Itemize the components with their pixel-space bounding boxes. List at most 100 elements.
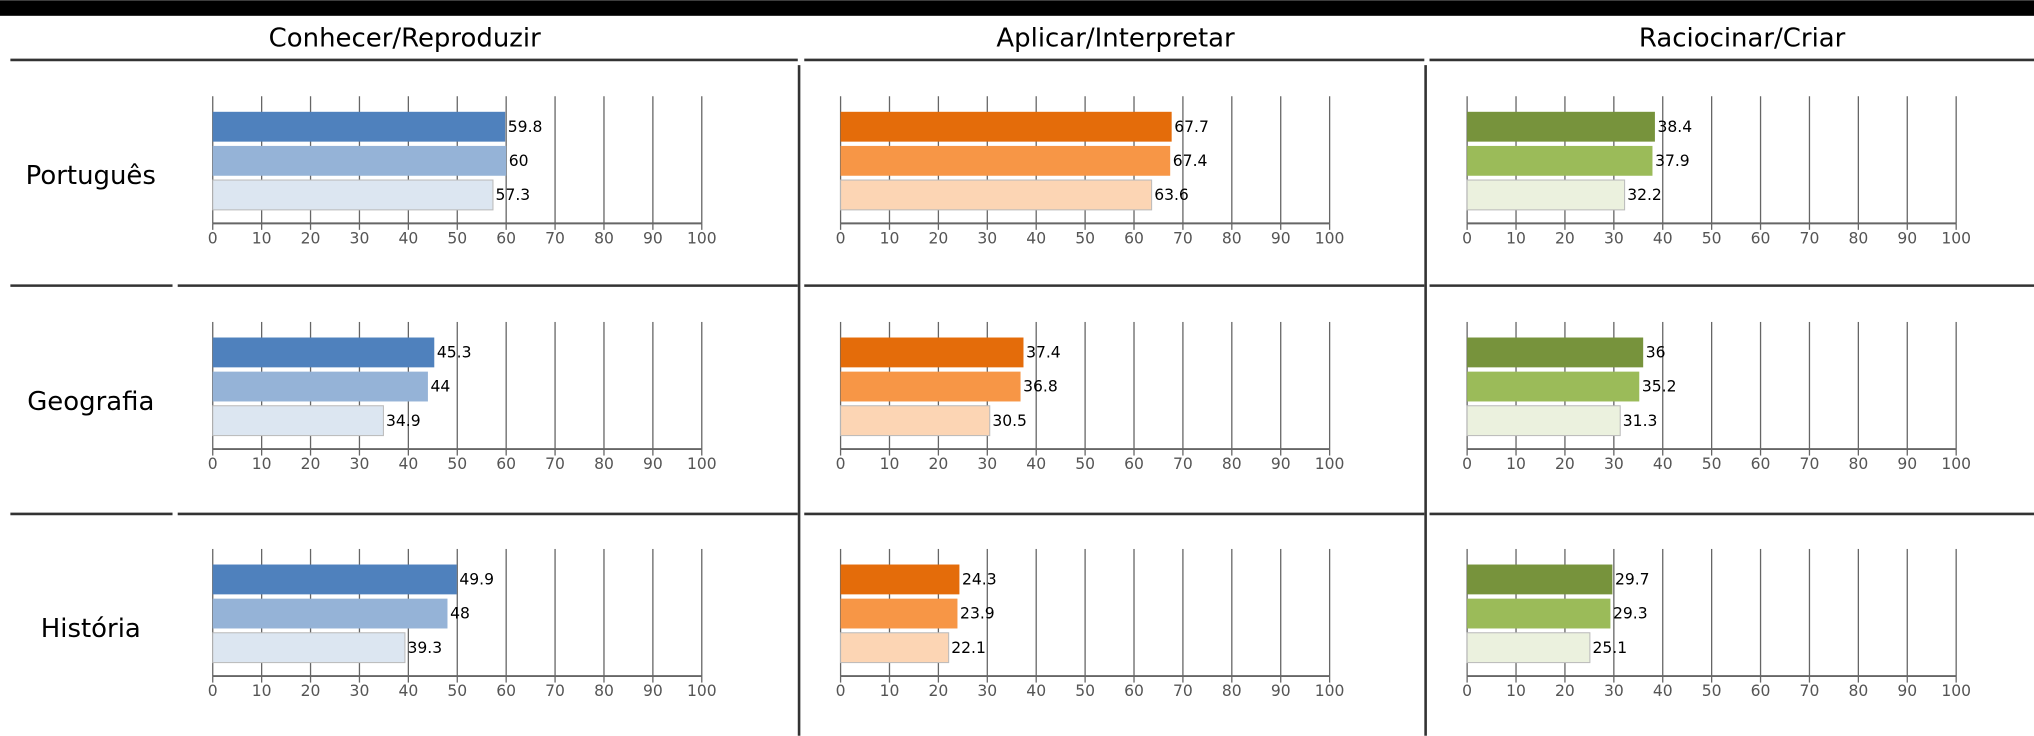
x-tick-label: 40 <box>1653 455 1673 473</box>
bar <box>1466 179 1626 211</box>
x-tick-label: 60 <box>1124 229 1144 247</box>
x-tick-label: 100 <box>1941 682 1971 700</box>
x-tick-label: 20 <box>928 682 948 700</box>
x-tick-label: 80 <box>1222 682 1242 700</box>
x-tick-label: 50 <box>447 682 467 700</box>
x-tick-label: 10 <box>1506 455 1526 473</box>
x-tick-label: 70 <box>545 455 565 473</box>
value-label: 48 <box>450 605 470 623</box>
x-tick-label: 30 <box>1604 682 1624 700</box>
x-tick-label: 100 <box>687 229 717 247</box>
value-label: 36 <box>1646 344 1666 362</box>
value-label: 34.9 <box>386 412 421 430</box>
x-tick-label: 60 <box>1124 455 1144 473</box>
x-tick-label: 50 <box>447 229 467 247</box>
x-tick-label: 90 <box>1897 455 1917 473</box>
x-tick-label: 70 <box>1800 455 1820 473</box>
x-tick-label: 70 <box>545 229 565 247</box>
x-tick-label: 70 <box>1173 229 1193 247</box>
bar <box>1467 598 1611 629</box>
x-tick-label: 60 <box>1751 682 1771 700</box>
bar <box>1467 564 1613 595</box>
x-tick-label: 50 <box>1702 682 1722 700</box>
x-tick-label: 0 <box>1462 682 1472 700</box>
x-tick-label: 30 <box>1604 229 1624 247</box>
bar <box>1467 371 1640 402</box>
x-tick-label: 70 <box>1173 455 1193 473</box>
bar <box>840 405 991 437</box>
value-label: 39.3 <box>408 639 443 657</box>
x-tick-label: 70 <box>545 682 565 700</box>
column-header: Aplicar/Interpretar <box>996 24 1235 54</box>
column-header: Conhecer/Reproduzir <box>269 24 541 54</box>
x-tick-label: 90 <box>1271 229 1291 247</box>
x-tick-label: 90 <box>1897 682 1917 700</box>
x-tick-label: 30 <box>350 229 370 247</box>
bar <box>840 632 950 664</box>
value-label: 30.5 <box>992 412 1027 430</box>
x-tick-label: 20 <box>1555 682 1575 700</box>
value-label: 45.3 <box>437 344 472 362</box>
bar <box>840 337 1024 368</box>
value-label: 44 <box>431 378 451 396</box>
bar <box>1466 405 1621 437</box>
bar <box>212 564 457 595</box>
x-tick-label: 90 <box>643 455 663 473</box>
x-tick-label: 90 <box>1271 455 1291 473</box>
bar <box>212 111 506 142</box>
x-tick-label: 80 <box>1848 455 1868 473</box>
bar <box>212 598 448 629</box>
x-tick-label: 40 <box>1653 229 1673 247</box>
bar <box>212 405 384 437</box>
value-label: 49.9 <box>459 571 494 589</box>
x-tick-label: 90 <box>1271 682 1291 700</box>
bar <box>840 111 1172 142</box>
x-tick-label: 50 <box>447 455 467 473</box>
value-label: 67.4 <box>1173 152 1208 170</box>
x-tick-label: 20 <box>928 455 948 473</box>
x-tick-label: 10 <box>252 229 272 247</box>
value-label: 37.9 <box>1655 152 1690 170</box>
x-tick-label: 100 <box>1315 229 1345 247</box>
x-tick-label: 80 <box>1848 229 1868 247</box>
value-label: 31.3 <box>1623 412 1658 430</box>
value-label: 22.1 <box>951 639 986 657</box>
x-tick-label: 70 <box>1800 682 1820 700</box>
x-tick-label: 70 <box>1800 229 1820 247</box>
x-tick-label: 60 <box>1751 229 1771 247</box>
x-tick-label: 80 <box>1848 682 1868 700</box>
separators <box>10 58 2034 736</box>
x-tick-label: 60 <box>496 682 516 700</box>
x-tick-label: 0 <box>208 682 218 700</box>
x-tick-label: 30 <box>350 682 370 700</box>
x-tick-label: 60 <box>1124 682 1144 700</box>
bar <box>840 371 1021 402</box>
column-header: Raciocinar/Criar <box>1639 24 1846 54</box>
bar <box>1467 111 1655 142</box>
value-label: 36.8 <box>1023 378 1058 396</box>
value-label: 63.6 <box>1154 186 1189 204</box>
x-tick-label: 10 <box>880 229 900 247</box>
x-tick-label: 10 <box>880 682 900 700</box>
x-tick-label: 90 <box>643 682 663 700</box>
value-label: 29.7 <box>1615 571 1650 589</box>
value-label: 32.2 <box>1627 186 1662 204</box>
x-tick-label: 30 <box>977 229 997 247</box>
bar <box>840 145 1171 176</box>
x-tick-label: 40 <box>398 682 418 700</box>
x-tick-label: 0 <box>208 455 218 473</box>
value-label: 37.4 <box>1026 344 1061 362</box>
x-tick-label: 40 <box>1026 682 1046 700</box>
x-tick-label: 0 <box>1462 229 1472 247</box>
x-tick-label: 0 <box>836 229 846 247</box>
value-label: 24.3 <box>962 571 997 589</box>
bar <box>1466 632 1591 664</box>
value-label: 29.3 <box>1613 605 1648 623</box>
x-tick-label: 100 <box>1315 455 1345 473</box>
x-tick-label: 100 <box>1941 455 1971 473</box>
x-tick-label: 80 <box>1222 229 1242 247</box>
x-tick-label: 80 <box>594 455 614 473</box>
x-tick-label: 60 <box>496 229 516 247</box>
bar <box>1467 145 1653 176</box>
